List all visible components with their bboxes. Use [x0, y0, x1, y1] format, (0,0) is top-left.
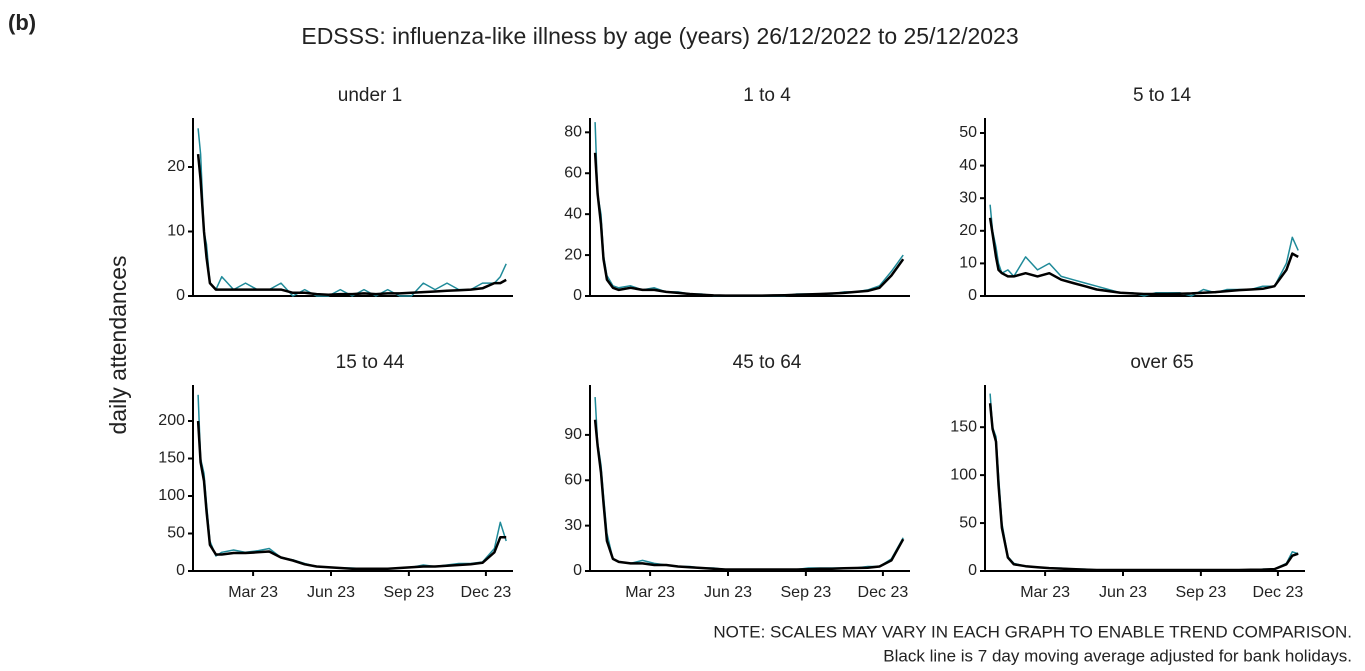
y-axis-label: daily attendances — [105, 255, 131, 434]
x-tick-label: Jun 23 — [1099, 584, 1147, 601]
panel-title: 5 to 14 — [1133, 85, 1192, 106]
panel-title: 1 to 4 — [743, 85, 791, 106]
figure-title: EDSSS: influenza-like illness by age (ye… — [301, 23, 1018, 49]
series-line — [989, 204, 1299, 297]
x-tick-label: Sep 23 — [384, 584, 435, 601]
x-tick-label: Mar 23 — [625, 584, 675, 601]
y-tick-label: 40 — [564, 205, 582, 222]
x-tick-label: Sep 23 — [781, 584, 832, 601]
series-line — [989, 393, 1299, 571]
y-tick-label: 10 — [959, 255, 977, 272]
y-tick-label: 30 — [959, 189, 977, 206]
y-tick-label: 10 — [167, 223, 185, 240]
y-tick-label: 60 — [564, 471, 582, 488]
y-tick-label: 20 — [564, 246, 582, 263]
x-tick-label: Dec 23 — [858, 584, 909, 601]
series-line — [196, 153, 507, 296]
series-line — [197, 128, 507, 297]
series-line — [196, 420, 507, 571]
series-line — [594, 122, 904, 297]
series-line — [593, 152, 905, 297]
series-line — [988, 217, 1299, 296]
panel-title: over 65 — [1130, 352, 1193, 373]
panel-title: under 1 — [338, 85, 402, 106]
y-tick-label: 30 — [564, 517, 582, 534]
y-tick-label: 100 — [158, 487, 185, 504]
x-tick-label: Dec 23 — [461, 584, 512, 601]
note: NOTE: SCALES MAY VARY IN EACH GRAPH TO E… — [713, 622, 1352, 641]
y-tick-label: 100 — [950, 466, 977, 483]
panel-title: 15 to 44 — [336, 352, 405, 373]
x-tick-label: Dec 23 — [1253, 584, 1304, 601]
series-line — [988, 403, 1299, 572]
x-tick-label: Sep 23 — [1176, 584, 1227, 601]
y-tick-label: 50 — [167, 525, 185, 542]
x-tick-label: Jun 23 — [704, 584, 752, 601]
series-line — [594, 397, 904, 571]
y-tick-label: 60 — [564, 164, 582, 181]
y-tick-label: 0 — [573, 562, 582, 579]
y-tick-label: 80 — [564, 124, 582, 141]
note: Black line is 7 day moving average adjus… — [883, 646, 1352, 665]
y-tick-label: 0 — [176, 562, 185, 579]
y-tick-label: 0 — [968, 287, 977, 304]
x-tick-label: Jun 23 — [307, 584, 355, 601]
series-line — [593, 419, 905, 571]
y-tick-label: 50 — [959, 124, 977, 141]
y-tick-label: 50 — [959, 514, 977, 531]
y-tick-label: 20 — [959, 222, 977, 239]
x-tick-label: Mar 23 — [1020, 584, 1070, 601]
y-tick-label: 0 — [968, 562, 977, 579]
x-tick-label: Mar 23 — [228, 584, 278, 601]
y-tick-label: 0 — [573, 287, 582, 304]
panel-label: (b) — [8, 10, 36, 35]
y-tick-label: 0 — [176, 287, 185, 304]
series-line — [197, 394, 507, 570]
y-tick-label: 20 — [167, 158, 185, 175]
y-tick-label: 150 — [158, 450, 185, 467]
y-tick-label: 200 — [158, 412, 185, 429]
panel-title: 45 to 64 — [733, 352, 802, 373]
y-tick-label: 40 — [959, 157, 977, 174]
y-tick-label: 150 — [950, 418, 977, 435]
y-tick-label: 90 — [564, 426, 582, 443]
